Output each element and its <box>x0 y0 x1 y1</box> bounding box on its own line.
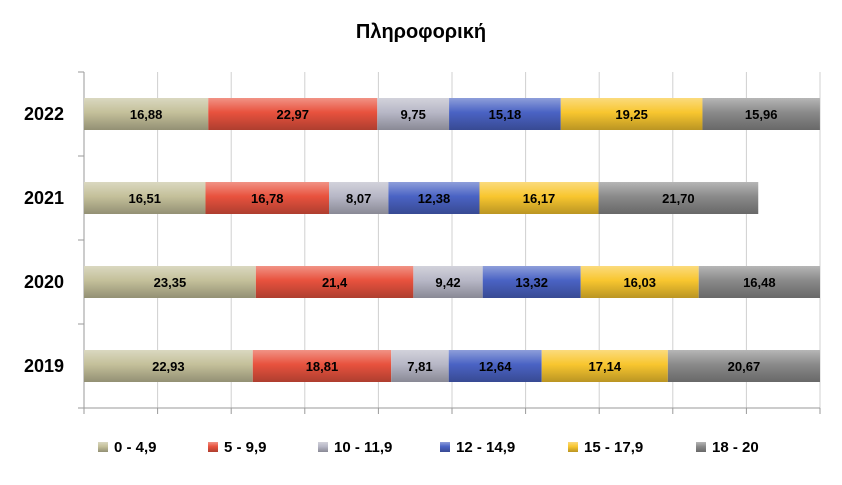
data-label: 16,03 <box>623 275 656 290</box>
data-label: 8,07 <box>346 191 371 206</box>
category-label-2019: 2019 <box>24 356 64 376</box>
data-label: 18,81 <box>306 359 339 374</box>
bar-segment <box>698 266 820 298</box>
bar-segment <box>482 266 581 298</box>
data-label: 16,51 <box>128 191 161 206</box>
bar-segment <box>84 266 256 298</box>
bar-segment <box>598 182 759 214</box>
legend-label: 12 - 14,9 <box>456 439 515 456</box>
bar-segment <box>208 98 378 130</box>
data-label: 15,18 <box>489 107 522 122</box>
data-label: 23,35 <box>154 275 187 290</box>
bar-segment <box>252 350 392 382</box>
data-label: 20,67 <box>728 359 761 374</box>
data-label: 16,17 <box>523 191 556 206</box>
data-label: 19,25 <box>615 107 648 122</box>
data-label: 16,78 <box>251 191 284 206</box>
bars <box>84 98 820 382</box>
data-labels: 16,88 22,97 9,75 15,18 19,25 15,96 16,51 16,78 8… <box>128 107 777 374</box>
data-label: 16,88 <box>130 107 163 122</box>
legend-label: 15 - 17,9 <box>584 439 643 456</box>
data-label: 21,4 <box>322 275 348 290</box>
data-label: 22,93 <box>152 359 185 374</box>
category-label-2022: 2022 <box>24 104 64 124</box>
data-label: 7,81 <box>407 359 432 374</box>
data-label: 9,42 <box>435 275 460 290</box>
bar-segment <box>377 98 450 130</box>
legend-swatch <box>98 442 108 452</box>
legend-label: 5 - 9,9 <box>224 439 267 456</box>
bar-segment <box>449 98 561 130</box>
category-label-2021: 2021 <box>24 188 64 208</box>
bar-segment <box>479 182 599 214</box>
legend-swatch <box>318 442 328 452</box>
bar-segment <box>255 266 414 298</box>
legend-label: 10 - 11,9 <box>334 439 392 456</box>
chart-title: Πληροφορική <box>356 21 486 43</box>
bar-segment <box>667 350 820 382</box>
bar-segment <box>541 350 668 382</box>
legend-swatch <box>440 442 450 452</box>
legend-swatch <box>696 442 706 452</box>
legend: 0 - 4,9 5 - 9,9 10 - 11,9 12 - 14,9 15 - 17,… <box>98 439 759 456</box>
data-label: 21,70 <box>662 191 695 206</box>
data-label: 22,97 <box>276 107 309 122</box>
bar-segment <box>84 182 206 214</box>
data-label: 16,48 <box>743 275 776 290</box>
bar-segment <box>560 98 703 130</box>
data-label: 13,32 <box>515 275 548 290</box>
legend-swatch <box>568 442 578 452</box>
bar-segment <box>84 350 253 382</box>
bar-segment <box>388 182 480 214</box>
legend-label: 0 - 4,9 <box>114 439 157 456</box>
bar-segment <box>329 182 389 214</box>
bar-segment <box>205 182 330 214</box>
data-label: 17,14 <box>589 359 622 374</box>
data-label: 9,75 <box>401 107 426 122</box>
category-label-2020: 2020 <box>24 272 64 292</box>
bar-segment <box>702 98 820 130</box>
legend-label: 18 - 20 <box>712 439 759 456</box>
bar-segment <box>413 266 483 298</box>
bar-segment <box>391 350 449 382</box>
legend-swatch <box>208 442 218 452</box>
data-label: 12,64 <box>479 359 512 374</box>
bar-segment <box>84 98 209 130</box>
data-label: 12,38 <box>418 191 451 206</box>
bar-segment <box>580 266 699 298</box>
bar-segment <box>448 350 542 382</box>
data-label: 15,96 <box>745 107 778 122</box>
y-axis-labels: 2022 2021 2020 2019 <box>24 104 64 376</box>
